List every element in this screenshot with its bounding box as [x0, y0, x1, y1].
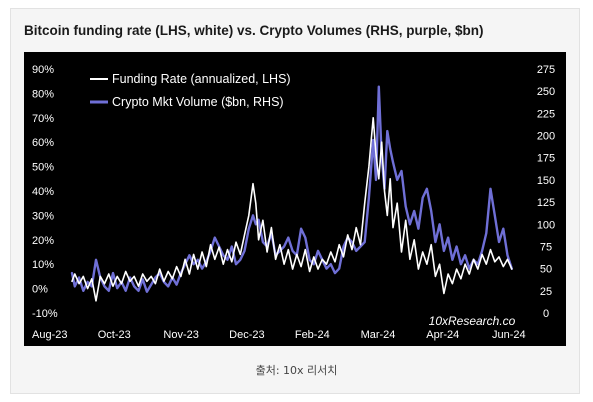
source-watermark: 10xResearch.co — [429, 314, 516, 328]
crypto-volume-series-line — [70, 85, 513, 293]
right-axis-tick-label: 75 — [540, 241, 552, 253]
x-axis-tick-label: Nov-23 — [163, 329, 198, 341]
left-axis-tick-label: 10% — [32, 259, 54, 271]
x-axis-tick-label: Dec-23 — [229, 329, 264, 341]
left-axis-tick-label: -10% — [32, 308, 58, 320]
right-axis-tick-label: 25 — [540, 286, 552, 298]
x-axis-tick-label: Apr-24 — [426, 329, 459, 341]
left-axis-tick-label: 20% — [32, 235, 54, 247]
left-axis-tick-label: 70% — [32, 113, 54, 125]
left-axis-tick-label: 80% — [32, 88, 54, 100]
legend-label-crypto-volume: Crypto Mkt Volume ($bn, RHS) — [112, 95, 284, 109]
left-axis-tick-label: 50% — [32, 162, 54, 174]
left-axis-tick-label: 90% — [32, 64, 54, 76]
chart-svg: -10% 0% 10% 20% 30% 40% 50% 60% 70% 80% 90% 0 25 50 75… — [32, 64, 555, 341]
chart-panel: -10% 0% 10% 20% 30% 40% 50% 60% 70% 80% 90% 0 25 50 75… — [24, 52, 566, 346]
right-axis-tick-label: 125 — [537, 197, 555, 209]
right-axis-tick-label: 50 — [540, 264, 552, 276]
x-axis-tick-label: Jun-24 — [492, 329, 526, 341]
funding-rate-series-line — [71, 117, 513, 302]
legend-label-funding-rate: Funding Rate (annualized, LHS) — [112, 72, 291, 86]
image-caption: 출처: 10x 리서치 — [255, 364, 338, 377]
x-axis-tick-label: Oct-23 — [98, 329, 131, 341]
right-axis-tick-label: 100 — [537, 219, 555, 231]
left-axis-tick-label: 40% — [32, 186, 54, 198]
right-axis-tick-label: 275 — [537, 64, 555, 76]
right-axis-tick-label: 200 — [537, 131, 555, 143]
left-axis-tick-label: 60% — [32, 137, 54, 149]
chart-title: Bitcoin funding rate (LHS, white) vs. Cr… — [24, 23, 484, 38]
right-axis-tick-label: 175 — [537, 153, 555, 165]
right-axis-tick-label: 150 — [537, 175, 555, 187]
right-axis-tick-label: 250 — [537, 86, 555, 98]
x-axis-tick-label: Aug-23 — [32, 329, 67, 341]
left-axis-tick-label: 0% — [32, 284, 48, 296]
x-axis-tick-label: Mar-24 — [361, 329, 396, 341]
right-axis-tick-label: 225 — [537, 108, 555, 120]
right-axis-tick-label: 0 — [543, 308, 549, 320]
x-axis-tick-label: Feb-24 — [295, 329, 330, 341]
left-axis-tick-label: 30% — [32, 210, 54, 222]
